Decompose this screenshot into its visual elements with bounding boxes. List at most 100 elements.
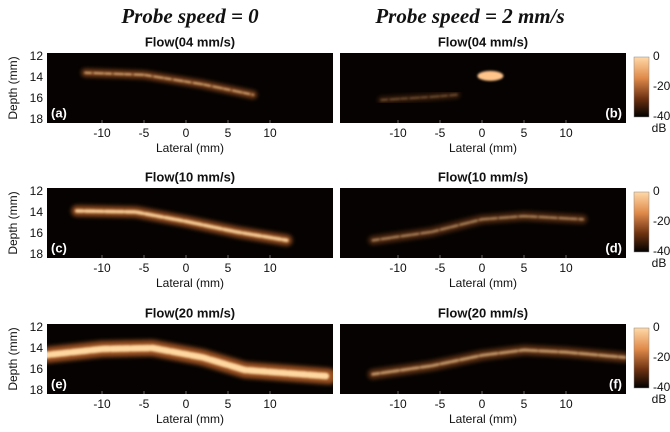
colorbar-tick-label: -20 — [653, 350, 670, 364]
panel-title: Flow(10 mm/s) — [438, 169, 528, 184]
colorbar-tick-label: 0 — [653, 184, 660, 198]
column-title: Probe speed = 0 — [120, 4, 259, 28]
colorbar-tick-label: -40 — [653, 109, 670, 123]
x-tick-label: -10 — [389, 261, 407, 275]
panel-label: (e) — [51, 376, 67, 391]
x-tick-label: 5 — [521, 397, 528, 411]
x-tick-label: 5 — [521, 126, 528, 140]
panel-title: Flow(10 mm/s) — [145, 169, 235, 184]
flow-core — [371, 348, 626, 376]
image-background — [47, 53, 333, 123]
x-tick-label: -5 — [435, 126, 446, 140]
x-tick-label: 0 — [479, 261, 486, 275]
panel-title: Flow(04 mm/s) — [438, 34, 528, 49]
y-axis-label: Depth (mm) — [6, 327, 20, 390]
colorbar — [633, 191, 650, 253]
y-tick-label: 18 — [30, 383, 44, 397]
panel-title: Flow(20 mm/s) — [438, 305, 528, 320]
flow-image — [368, 211, 588, 245]
colorbar-unit: dB — [652, 392, 667, 406]
flow-core — [477, 70, 504, 81]
x-tick-label: -5 — [139, 397, 150, 411]
flow-core — [380, 94, 458, 101]
x-tick-label: 0 — [479, 126, 486, 140]
y-tick-label: 14 — [30, 70, 44, 84]
panel-title: Flow(20 mm/s) — [145, 305, 235, 320]
x-tick-label: 10 — [559, 126, 573, 140]
panel: Flow(04 mm/s) (a) -10 -5 0 5 10 Lateral (mm) 12 1… — [6, 34, 333, 155]
flow-image — [367, 345, 626, 380]
x-tick-label: -5 — [435, 397, 446, 411]
colorbar-tick-label: -20 — [653, 214, 670, 228]
flow-core — [75, 209, 289, 243]
y-tick-label: 14 — [30, 205, 44, 219]
x-axis-label: Lateral (mm) — [156, 276, 224, 290]
x-tick-label: -5 — [139, 126, 150, 140]
x-tick-label: -10 — [93, 397, 111, 411]
panel-label: (d) — [605, 240, 622, 255]
x-tick-label: -5 — [139, 261, 150, 275]
colorbar-unit: dB — [652, 256, 667, 270]
panel-label: (f) — [609, 376, 622, 391]
colorbar-unit: dB — [652, 121, 667, 135]
y-tick-label: 12 — [30, 49, 44, 63]
panel-title: Flow(04 mm/s) — [145, 34, 235, 49]
y-axis-label: Depth (mm) — [6, 56, 20, 119]
x-tick-label: -10 — [93, 261, 111, 275]
flow-core — [371, 214, 584, 242]
colorbar-tick-label: -40 — [653, 380, 670, 394]
y-tick-label: 14 — [30, 341, 44, 355]
x-axis-label: Lateral (mm) — [156, 141, 224, 155]
x-tick-label: 0 — [183, 261, 190, 275]
x-tick-label: 10 — [263, 261, 277, 275]
panel: Flow(20 mm/s) (e) -10 -5 0 5 10 Lateral (mm) 12 1… — [6, 305, 333, 426]
x-axis-label: Lateral (mm) — [449, 141, 517, 155]
flow-image — [47, 339, 333, 385]
colorbar-tick-label: -40 — [653, 244, 670, 258]
x-axis-label: Lateral (mm) — [449, 412, 517, 426]
x-tick-label: 0 — [183, 397, 190, 411]
image-background — [340, 53, 626, 123]
x-tick-label: 5 — [225, 397, 232, 411]
y-tick-label: 18 — [30, 112, 44, 126]
x-tick-label: 5 — [521, 261, 528, 275]
x-tick-label: -10 — [389, 126, 407, 140]
panel-label: (b) — [605, 105, 622, 120]
colorbar-tick-label: 0 — [653, 49, 660, 63]
y-tick-label: 12 — [30, 320, 44, 334]
x-axis-label: Lateral (mm) — [449, 276, 517, 290]
colorbar — [633, 56, 650, 118]
y-tick-label: 18 — [30, 247, 44, 261]
y-tick-label: 16 — [30, 91, 44, 105]
flow-core — [84, 71, 255, 96]
flow-image — [377, 70, 504, 104]
x-tick-label: 10 — [559, 397, 573, 411]
panel: Flow(10 mm/s) (c) -10 -5 0 5 10 Lateral (mm) 12 1… — [6, 169, 333, 290]
x-tick-label: 10 — [263, 397, 277, 411]
x-tick-label: 10 — [559, 261, 573, 275]
flow-image — [71, 205, 293, 246]
flow-image — [81, 68, 258, 99]
colorbar — [633, 327, 650, 389]
flow-core — [47, 344, 333, 380]
x-tick-label: -10 — [389, 397, 407, 411]
x-axis-label: Lateral (mm) — [156, 412, 224, 426]
y-tick-label: 16 — [30, 226, 44, 240]
x-tick-label: 0 — [183, 126, 190, 140]
panel-label: (c) — [51, 240, 67, 255]
colorbar-tick-label: -20 — [653, 79, 670, 93]
x-tick-label: 0 — [479, 397, 486, 411]
x-tick-label: 5 — [225, 261, 232, 275]
y-tick-label: 16 — [30, 362, 44, 376]
x-tick-label: -10 — [93, 126, 111, 140]
x-tick-label: 5 — [225, 126, 232, 140]
x-tick-label: 10 — [263, 126, 277, 140]
column-title: Probe speed = 2 mm/s — [374, 4, 564, 28]
x-tick-label: -5 — [435, 261, 446, 275]
y-axis-label: Depth (mm) — [6, 191, 20, 254]
y-tick-label: 12 — [30, 184, 44, 198]
